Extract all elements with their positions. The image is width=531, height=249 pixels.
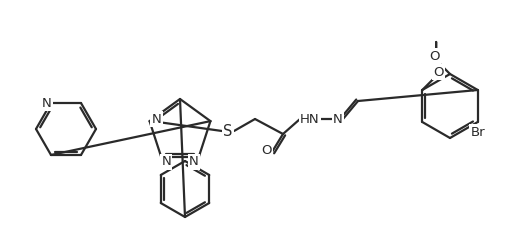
Text: Br: Br: [470, 125, 485, 138]
Text: N: N: [152, 113, 161, 125]
Text: N: N: [333, 113, 343, 125]
Text: N: N: [189, 155, 199, 168]
Text: O: O: [261, 143, 271, 157]
Text: S: S: [224, 124, 233, 138]
Text: O: O: [433, 65, 443, 78]
Text: N: N: [42, 97, 52, 110]
Text: HN: HN: [300, 113, 320, 125]
Text: N: N: [161, 155, 171, 168]
Text: O: O: [429, 50, 439, 62]
